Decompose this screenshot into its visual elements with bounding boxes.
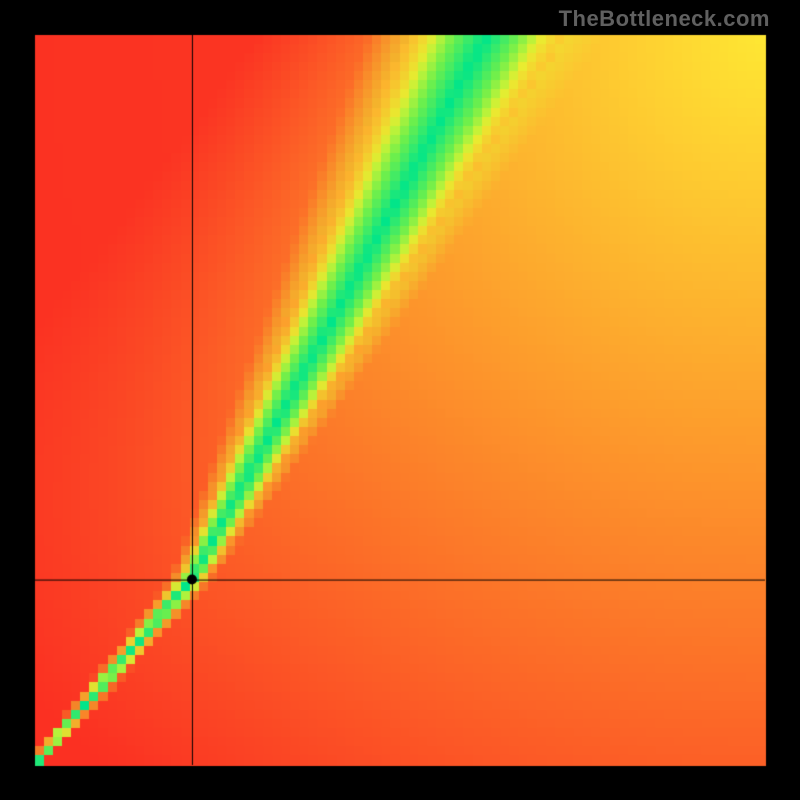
heatmap-canvas xyxy=(0,0,800,800)
watermark-text: TheBottleneck.com xyxy=(559,6,770,32)
